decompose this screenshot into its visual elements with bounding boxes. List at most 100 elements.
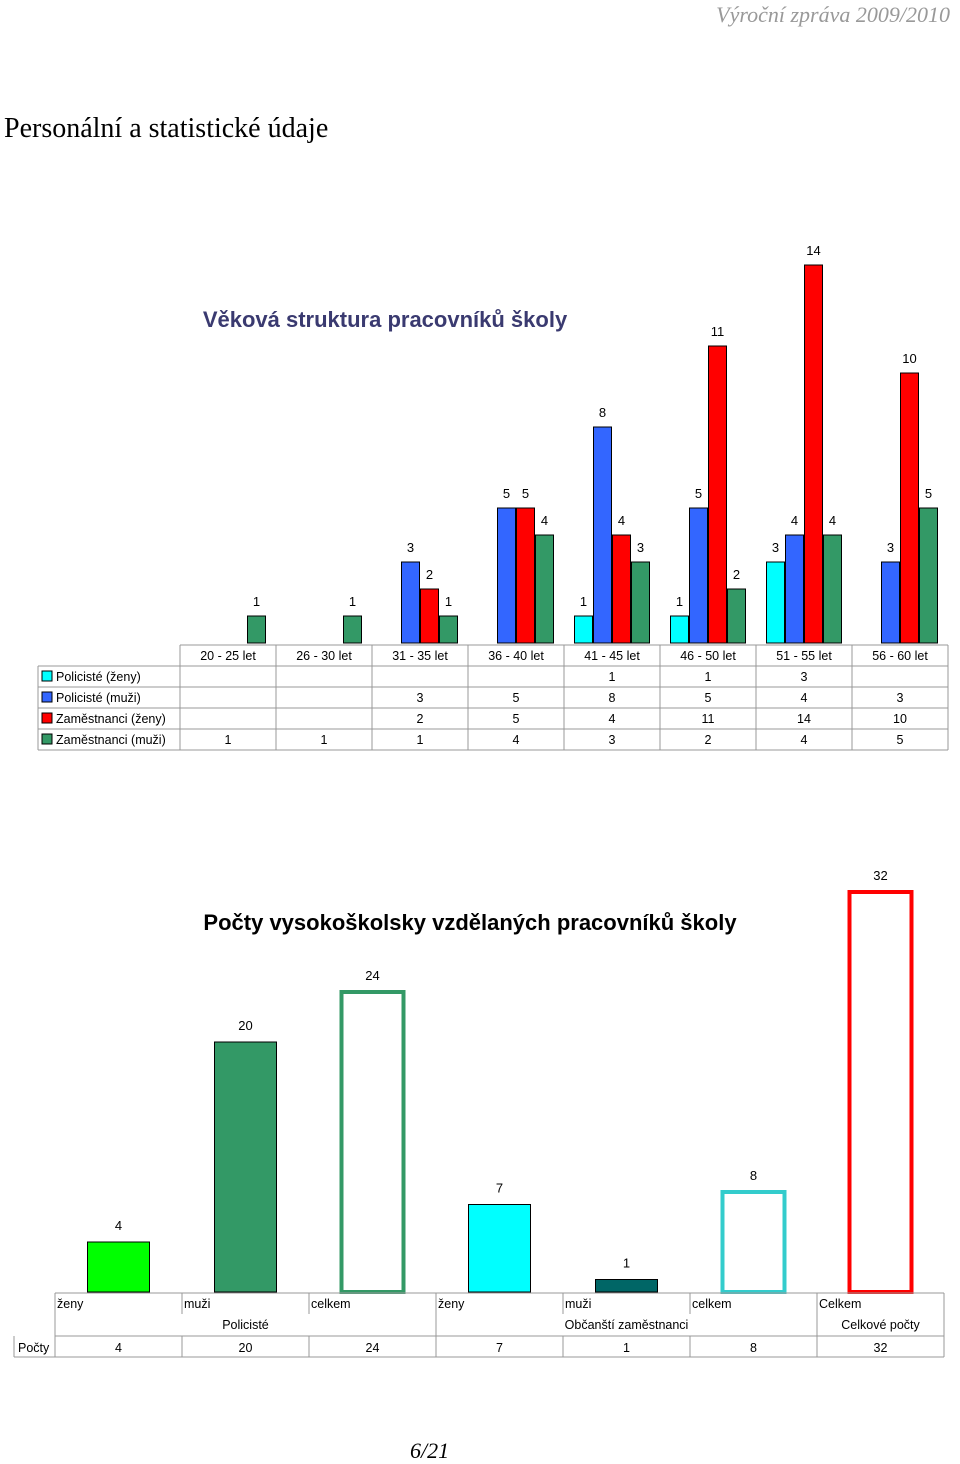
age-bar	[247, 615, 266, 644]
age-bar-label: 1	[253, 594, 260, 609]
page-number: 6/21	[410, 1438, 450, 1463]
group-label: Občanští zaměstnanci	[565, 1318, 689, 1332]
count-bar	[720, 1190, 787, 1294]
table-value: 11	[702, 712, 715, 726]
age-bar	[439, 615, 458, 644]
legend-label: Policisté (ženy)	[56, 670, 141, 684]
age-bar	[766, 561, 785, 644]
category-label: 51 - 55 let	[776, 649, 832, 663]
age-bar	[535, 534, 554, 644]
table-value: 5	[705, 691, 712, 705]
age-bar-label: 5	[522, 486, 529, 501]
age-bar-label: 2	[733, 567, 740, 582]
age-bar	[900, 372, 919, 644]
age-bar	[401, 561, 420, 644]
table-value: 5	[513, 691, 520, 705]
age-bar-label: 2	[426, 567, 433, 582]
category-label: 41 - 45 let	[584, 649, 640, 663]
table-value: 5	[897, 733, 904, 747]
age-bar	[823, 534, 842, 644]
age-bar	[670, 615, 689, 644]
legend-swatch	[41, 670, 53, 682]
category-label: 56 - 60 let	[872, 649, 928, 663]
age-bar-label: 1	[445, 594, 452, 609]
category-label: celkem	[692, 1297, 732, 1311]
group-label: Celkové počty	[841, 1318, 920, 1332]
category-label: 36 - 40 let	[488, 649, 544, 663]
age-bar	[343, 615, 362, 644]
age-bar-label: 1	[676, 594, 683, 609]
count-bar-label: 8	[750, 1168, 757, 1183]
age-bar	[593, 426, 612, 644]
count-bar-label: 1	[623, 1256, 630, 1271]
table-value: 1	[705, 670, 712, 684]
age-bar	[497, 507, 516, 644]
age-bar-label: 3	[407, 540, 414, 555]
category-label: 46 - 50 let	[680, 649, 736, 663]
age-bar-label: 3	[637, 540, 644, 555]
category-label: Celkem	[819, 1297, 861, 1311]
age-bar-label: 3	[887, 540, 894, 555]
age-bar-label: 3	[772, 540, 779, 555]
count-bar	[847, 890, 914, 1294]
age-chart-title: Věková struktura pracovníků školy	[202, 307, 568, 332]
age-bar	[689, 507, 708, 644]
age-bar	[708, 345, 727, 644]
age-bar-label: 1	[349, 594, 356, 609]
university-chart-title: Počty vysokoškolsky vzdělaných pracovník…	[203, 910, 737, 935]
count-bar-label: 20	[238, 1018, 252, 1033]
table-value: 8	[750, 1341, 757, 1355]
count-bar-label: 24	[365, 968, 379, 983]
age-bar-label: 1	[580, 594, 587, 609]
category-label: 26 - 30 let	[296, 649, 352, 663]
table-value: 1	[321, 733, 328, 747]
category-label: 31 - 35 let	[392, 649, 448, 663]
table-value: 4	[513, 733, 520, 747]
legend-label: Policisté (muži)	[56, 691, 141, 705]
report-header: Výroční zpráva 2009/2010	[716, 2, 950, 27]
category-label: 20 - 25 let	[200, 649, 256, 663]
page-title: Personální a statistické údaje	[4, 113, 329, 144]
age-bar-label: 14	[806, 243, 820, 258]
age-bar-label: 4	[618, 513, 625, 528]
count-bar-label: 32	[873, 868, 887, 883]
table-value: 14	[797, 712, 811, 726]
table-value: 1	[609, 670, 616, 684]
table-value: 3	[801, 670, 808, 684]
table-value: 3	[609, 733, 616, 747]
table-value: 1	[417, 733, 424, 747]
age-bar-label: 4	[541, 513, 548, 528]
age-bar	[785, 534, 804, 644]
legend-swatch	[41, 733, 53, 745]
legend-label: Zaměstnanci (ženy)	[56, 712, 166, 726]
table-value: 8	[609, 691, 616, 705]
table-value: 7	[496, 1341, 503, 1355]
age-bar	[574, 615, 593, 644]
age-bar	[727, 588, 746, 644]
category-label: muži	[184, 1297, 210, 1311]
table-value: 32	[874, 1341, 888, 1355]
table-value: 24	[366, 1341, 380, 1355]
age-bar-label: 5	[695, 486, 702, 501]
series-label: Počty	[18, 1341, 50, 1355]
count-bar	[339, 990, 406, 1294]
table-value: 1	[623, 1341, 630, 1355]
category-label: muži	[565, 1297, 591, 1311]
count-bar-label: 7	[496, 1181, 503, 1196]
category-label: celkem	[311, 1297, 351, 1311]
age-bar	[804, 264, 823, 644]
age-bar	[612, 534, 631, 644]
table-value: 2	[417, 712, 424, 726]
age-bar-label: 4	[829, 513, 836, 528]
age-bar	[516, 507, 535, 644]
table-value: 4	[609, 712, 616, 726]
age-bar-label: 4	[791, 513, 798, 528]
age-bar	[919, 507, 938, 644]
category-label: ženy	[57, 1297, 84, 1311]
age-bar-label: 10	[902, 351, 916, 366]
legend-swatch	[41, 691, 53, 703]
legend-swatch	[41, 712, 53, 724]
count-bar-label: 4	[115, 1218, 122, 1233]
